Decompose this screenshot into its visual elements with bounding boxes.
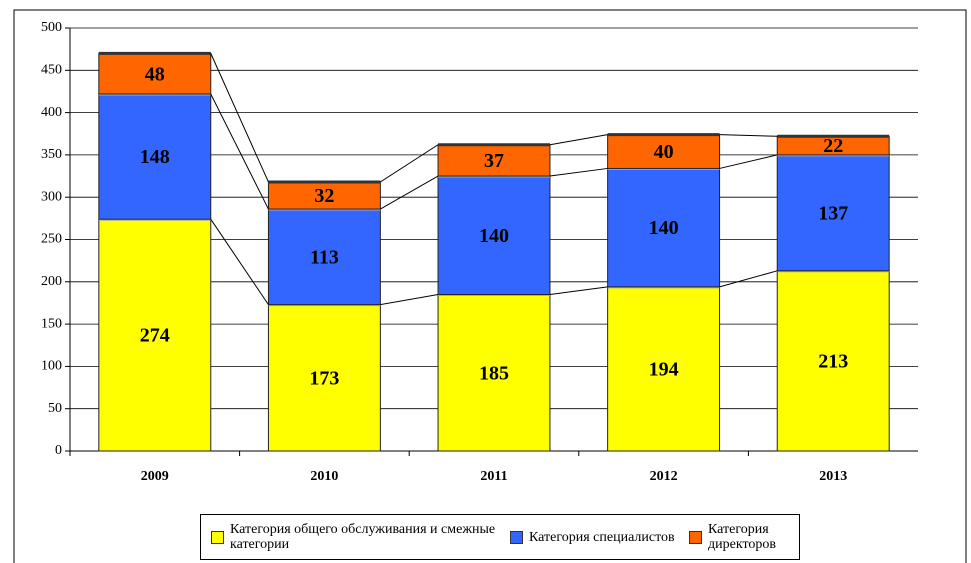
bar-segment [776,270,890,452]
y-tick-label: 300 [41,189,62,204]
data-label: 194 [649,359,679,381]
series-line [380,144,439,183]
y-tick-label: 400 [41,105,62,120]
x-tick-label: 2009 [141,469,169,484]
series-line [719,134,778,137]
series-line [380,293,439,306]
series-line [549,286,608,295]
y-tick-label: 200 [41,274,62,289]
series-line [549,134,608,146]
y-tick-label: 450 [41,63,62,78]
bar-segment [98,52,212,95]
bar-segment [267,208,381,306]
legend-swatch [510,530,523,544]
data-label: 148 [140,146,170,168]
bar-segment [437,293,551,452]
y-tick-label: 0 [55,443,62,458]
y-tick-label: 150 [41,316,62,331]
data-label: 32 [314,185,334,207]
legend-entry: Категория специалистов [510,530,679,545]
series-line [719,154,778,169]
legend-label: Категория специалистов [529,529,675,545]
series-line [210,218,269,305]
data-label: 185 [479,362,509,384]
data-label: 137 [818,202,848,224]
data-label: 48 [145,63,165,85]
y-tick-label: 500 [41,20,62,35]
data-label: 173 [309,367,339,389]
series-line [719,270,778,288]
legend-label: Категория общего обслуживания и смежные … [230,522,496,552]
series-line [549,167,608,177]
legend-entry: Категория общего обслуживания и смежные … [211,522,500,552]
chart-frame [13,9,967,563]
data-label: 140 [479,225,509,247]
y-tick-label: 350 [41,147,62,162]
data-label: 37 [484,150,504,172]
bar-segment [437,175,551,295]
series-line [210,53,269,183]
series-line [210,93,269,210]
bar-segment [607,286,721,452]
data-label: 140 [649,217,679,239]
data-label: 274 [140,325,170,347]
x-tick-label: 2013 [819,469,847,484]
x-tick-label: 2011 [480,469,507,484]
bar-segment [98,218,212,452]
bar-segment [607,134,721,169]
data-label: 213 [818,350,848,372]
series-line [380,175,439,210]
bar-segment [98,93,212,220]
data-label: 113 [310,246,339,268]
legend-swatch [211,530,224,544]
data-label: 22 [823,135,843,157]
x-tick-label: 2010 [310,469,338,484]
legend-label: Категория директоров [708,522,776,552]
bar-segment [607,167,721,288]
legend-entry: Категория директоров [689,522,808,552]
x-tick-label: 2012 [650,469,678,484]
legend-swatch [689,530,702,544]
data-label: 40 [654,141,674,163]
y-tick-label: 250 [41,232,62,247]
legend: Категория общего обслуживания и смежные … [200,514,800,560]
y-tick-label: 50 [48,401,62,416]
y-tick-label: 100 [41,359,62,374]
